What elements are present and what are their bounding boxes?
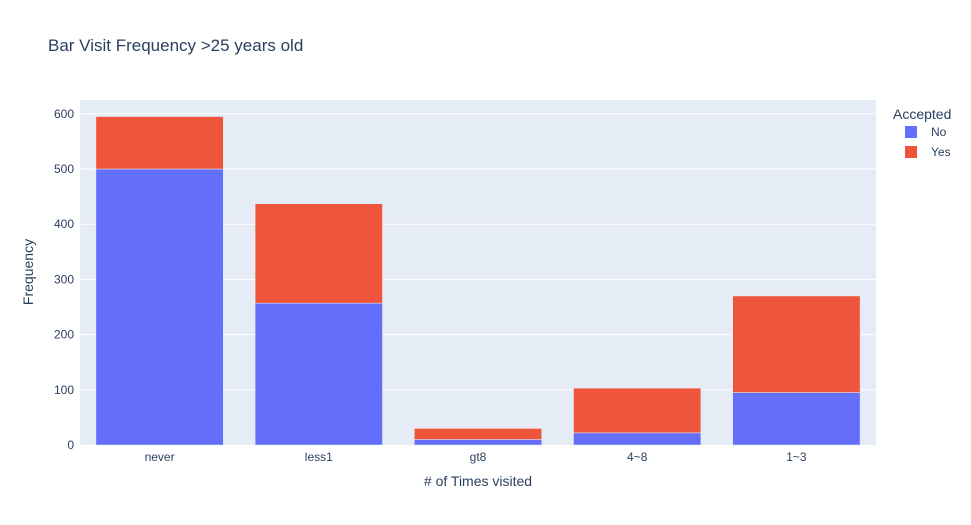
x-tick-label: less1 [305, 450, 333, 464]
y-tick-label: 200 [54, 328, 74, 342]
legend-swatch-no[interactable] [905, 126, 917, 138]
bar-no-4[interactable] [732, 392, 861, 446]
bar-yes-2[interactable] [414, 428, 542, 440]
legend-label-no[interactable]: No [931, 125, 947, 139]
legend-label-yes[interactable]: Yes [931, 145, 951, 159]
y-tick-label: 400 [54, 217, 74, 231]
bar-yes-0[interactable] [95, 116, 224, 170]
bar-yes-4[interactable] [732, 295, 861, 393]
x-tick-label: never [145, 450, 175, 464]
bar-yes-3[interactable] [573, 387, 702, 434]
y-tick-label: 300 [54, 272, 74, 286]
bar-series [95, 116, 861, 446]
x-axis-ticks: never less1 gt8 4~8 1~3 [145, 450, 807, 464]
bar-no-1[interactable] [254, 302, 383, 446]
y-tick-label: 0 [67, 438, 74, 452]
y-axis-label: Frequency [20, 239, 36, 305]
bar-yes-1[interactable] [254, 203, 383, 304]
legend-swatch-yes[interactable] [905, 146, 917, 158]
x-axis-label: # of Times visited [424, 473, 532, 489]
legend[interactable]: Accepted No Yes [893, 106, 951, 159]
y-tick-label: 100 [54, 383, 74, 397]
x-tick-label: gt8 [470, 450, 487, 464]
chart-title: Bar Visit Frequency >25 years old [48, 36, 303, 55]
x-tick-label: 1~3 [786, 450, 807, 464]
y-axis-ticks: 0 100 200 300 400 500 600 [54, 107, 74, 452]
y-tick-label: 500 [54, 162, 74, 176]
legend-title: Accepted [893, 106, 951, 122]
bar-no-3[interactable] [573, 432, 702, 446]
x-tick-label: 4~8 [627, 450, 648, 464]
bar-no-0[interactable] [95, 168, 224, 446]
y-tick-label: 600 [54, 107, 74, 121]
bar-no-2[interactable] [414, 439, 542, 446]
